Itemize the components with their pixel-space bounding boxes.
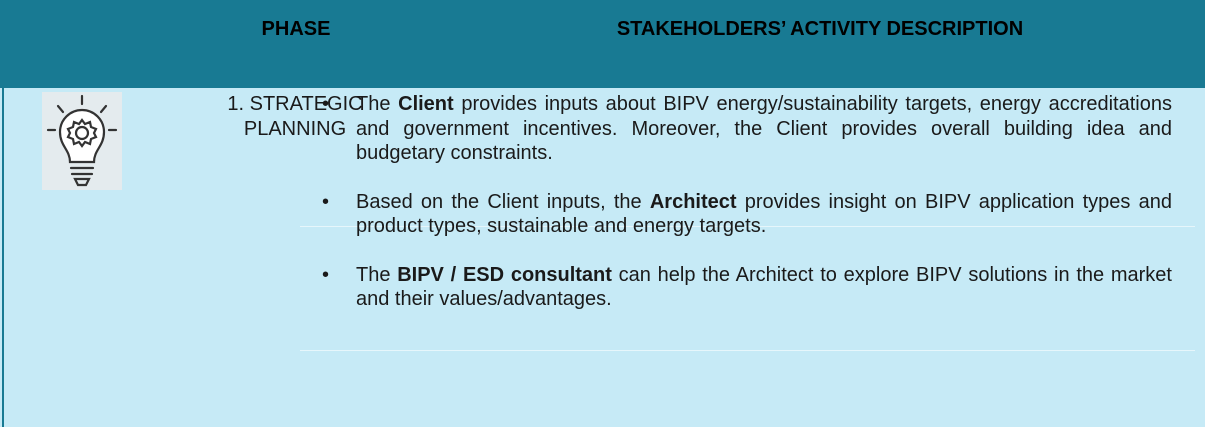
- phase-line: 1. STRATEGIC: [227, 93, 363, 115]
- text: provides insight on BIPV application typ…: [356, 190, 1172, 238]
- bullet-dot: •: [322, 263, 330, 286]
- header-cell: PHASE: [261, 18, 331, 40]
- text: can help the Architect to explore BIPV s…: [356, 263, 1172, 311]
- border: [2, 88, 4, 427]
- bullet-dot: •: [322, 93, 330, 115]
- header-cell: STAKEHOLDERS’ ACTIVITY DESCRIPTION: [616, 18, 1024, 40]
- row-divider: [300, 226, 1195, 227]
- bullet-item: • The Client provides inputs about BIPV e…: [322, 92, 1172, 166]
- bold-text: Architect: [649, 190, 737, 213]
- phase-line: PLANNING: [243, 117, 347, 140]
- bullet-item: • Based on the Client inputs, the Archite…: [322, 190, 1172, 239]
- lightbulb-icon: [42, 92, 122, 190]
- phase-cell: 1. STRATEGIC PLANNING: [190, 92, 400, 141]
- row-divider: [300, 350, 1195, 351]
- bullet-dot: •: [322, 190, 330, 213]
- bold-text: BIPV / ESD consultant: [397, 263, 612, 286]
- bullet-item: • The BIPV / ESD consultant can help the …: [322, 263, 1172, 312]
- bold-text: Client: [398, 93, 454, 115]
- text: The: [356, 93, 399, 115]
- activity-list: • The Client provides inputs about BIPV e…: [322, 92, 1172, 336]
- text: Based on the Client inputs, the: [356, 190, 650, 213]
- table-header: PHASE STAKEHOLDERS’ ACTIVITY DESCRIPTION: [0, 0, 1205, 88]
- text: provides inputs about BIPV energy/sustai…: [356, 93, 1172, 164]
- text: The: [356, 263, 398, 286]
